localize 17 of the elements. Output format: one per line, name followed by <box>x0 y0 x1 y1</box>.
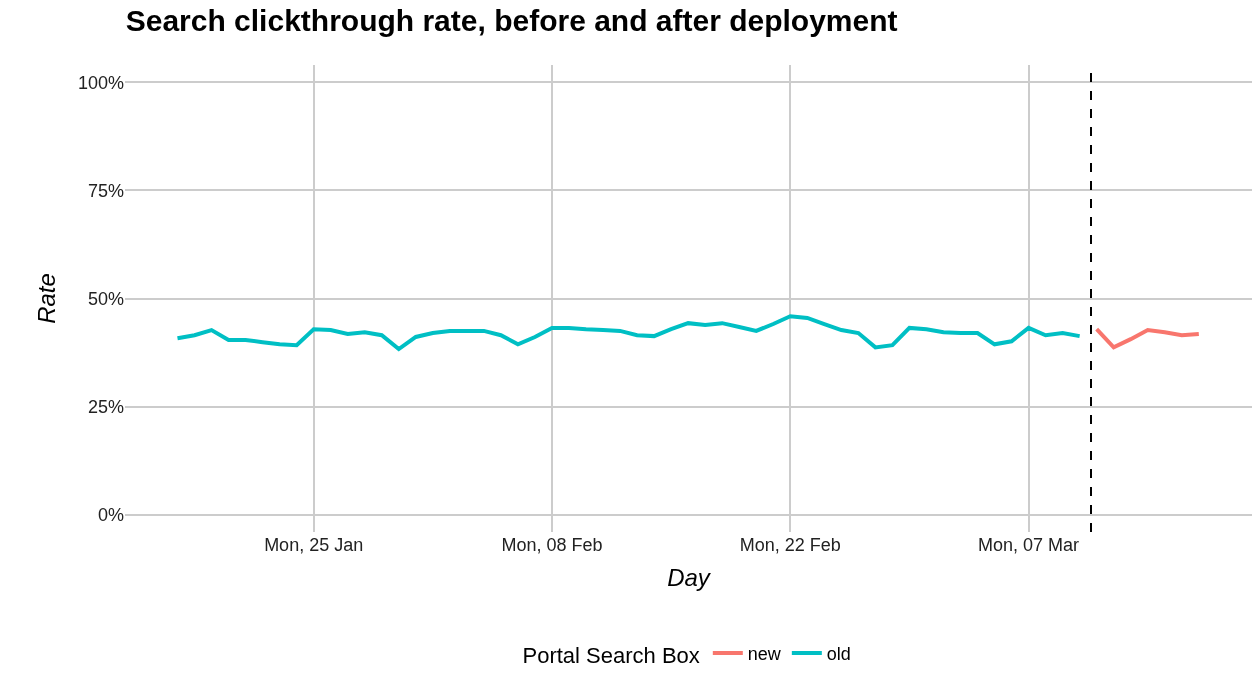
x-tick-label: Mon, 22 Feb <box>739 535 841 555</box>
x-tick-label: Mon, 08 Feb <box>501 535 603 555</box>
x-tick-label: Mon, 07 Mar <box>978 535 1080 555</box>
legend-title: Portal Search Box <box>522 643 700 669</box>
chart-title: Search clickthrough rate, before and after deployment <box>125 4 898 38</box>
y-tick-label: 50% <box>87 288 124 309</box>
x-axis-title: Day <box>667 564 712 592</box>
legend-label: new <box>747 643 782 664</box>
y-tick-label: 25% <box>87 396 124 417</box>
line-series <box>175 314 1082 352</box>
y-tick-label: 100% <box>77 72 124 93</box>
legend-label: old <box>826 643 851 664</box>
y-axis-title: Rate <box>33 273 61 324</box>
x-tick-label: Mon, 25 Jan <box>264 535 364 555</box>
y-tick-label: 0% <box>97 505 124 525</box>
line-series <box>1094 327 1201 350</box>
y-tick-label: 75% <box>87 180 124 201</box>
